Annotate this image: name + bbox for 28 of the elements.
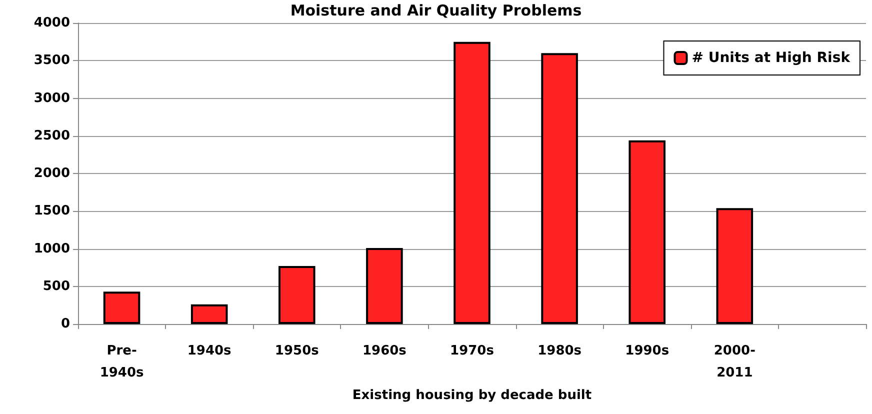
y-tick-label: 3500	[34, 53, 70, 68]
bar	[716, 208, 754, 324]
y-tick-label: 500	[42, 278, 70, 294]
y-tick-label: 2500	[34, 128, 70, 144]
x-tick-label: 1970s	[450, 344, 494, 358]
chart-title: Moisture and Air Quality Problems	[290, 2, 582, 20]
bar	[366, 248, 403, 324]
y-tick-label: 0	[60, 316, 70, 332]
x-tick-label: 1990s	[625, 344, 670, 358]
x-tick-label: 1980s	[538, 344, 582, 358]
x-tick-label: 1960s	[362, 344, 407, 358]
x-tick-label: Pre-1940s	[100, 344, 144, 380]
bar	[190, 304, 228, 324]
x-tick-label: 1950s	[274, 344, 320, 358]
x-axis-title: Existing housing by decade built	[352, 388, 592, 403]
bar	[541, 53, 578, 324]
bar	[628, 140, 666, 324]
y-tick-label: 2000	[34, 166, 70, 181]
y-tick-label: 4000	[34, 16, 70, 30]
y-tick-label: 1500	[34, 204, 70, 219]
x-tick-label: 1940s	[187, 344, 232, 358]
x-tick-label: 2000-2011	[714, 344, 756, 380]
y-tick-label: 1000	[34, 241, 70, 256]
y-tick-label: 3000	[34, 90, 70, 106]
bar	[103, 292, 140, 324]
legend-label: # Units at High Risk	[692, 50, 851, 66]
bar	[454, 42, 490, 324]
bar	[278, 266, 316, 324]
